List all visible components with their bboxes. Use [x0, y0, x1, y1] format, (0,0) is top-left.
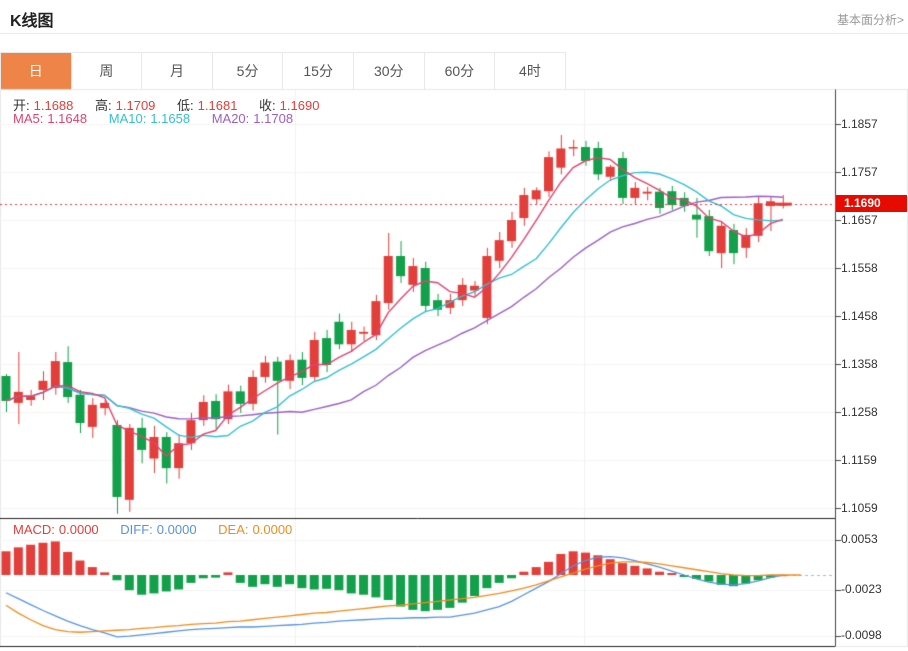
open-label: 开: — [13, 98, 30, 113]
price-tick-label: 1.1857 — [841, 117, 878, 131]
diff-value: 0.0000 — [156, 522, 197, 537]
price-tick-label: 1.1657 — [841, 213, 878, 227]
ohlc-legend: 开: 1.1688 高: 1.1709 低: 1.1681 收: 1.1690 — [13, 95, 323, 114]
high-label: 高: — [95, 98, 112, 113]
dea-label: DEA: — [218, 522, 249, 537]
price-tick-label: 1.1159 — [841, 453, 877, 467]
price-tick-label: 1.1258 — [841, 405, 878, 419]
macd-value: 0.0000 — [58, 522, 99, 537]
price-tick-label: 1.1757 — [841, 165, 878, 179]
ma5-label: MA5: — [13, 111, 44, 126]
ma10-value: 1.1658 — [150, 111, 191, 126]
close-label: 收: — [259, 98, 276, 113]
price-tick-label: 1.1059 — [841, 501, 878, 515]
macd-tick-label: 0.0053 — [841, 532, 878, 546]
low-value: 1.1681 — [197, 98, 238, 113]
high-value: 1.1709 — [115, 98, 156, 113]
ma20-value: 1.1708 — [253, 111, 294, 126]
ma10-label: MA10: — [108, 111, 147, 126]
ma-legend: MA5: 1.1648 MA10: 1.1658 MA20: 1.1708 — [13, 111, 297, 126]
low-label: 低: — [177, 98, 194, 113]
dea-value: 0.0000 — [252, 522, 293, 537]
diff-label: DIFF: — [120, 522, 153, 537]
macd-tick-label: -0.0098 — [841, 628, 882, 642]
price-tick-label: 1.1358 — [841, 357, 878, 371]
ma20-label: MA20: — [211, 111, 250, 126]
price-tick-label: 1.1458 — [841, 309, 878, 323]
ma5-value: 1.1648 — [47, 111, 88, 126]
open-value: 1.1688 — [33, 98, 74, 113]
current-price-marker: 1.1690 — [836, 195, 907, 212]
price-tick-label: 1.1558 — [841, 261, 878, 275]
macd-tick-label: -0.0023 — [841, 582, 882, 596]
macd-label: MACD: — [13, 522, 55, 537]
close-value: 1.1690 — [279, 98, 320, 113]
macd-legend: MACD: 0.0000 DIFF: 0.0000 DEA: 0.0000 — [13, 522, 296, 537]
